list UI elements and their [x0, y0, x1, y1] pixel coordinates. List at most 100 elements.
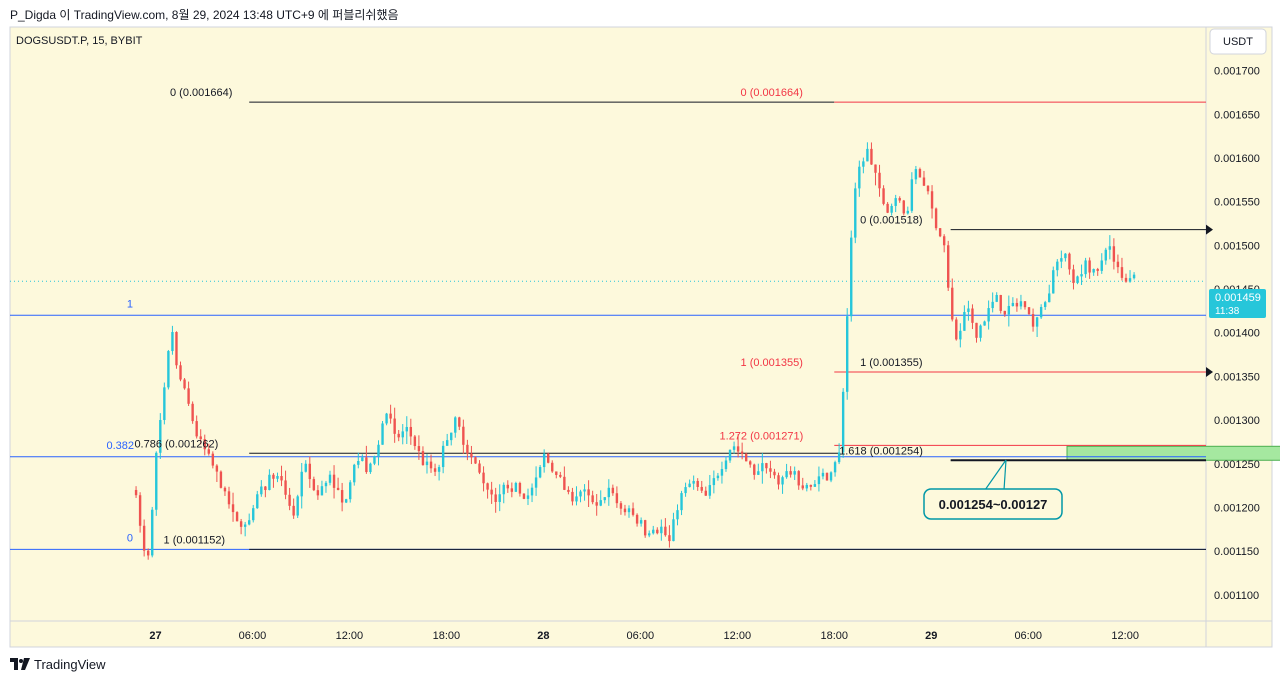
candle-body	[458, 417, 461, 427]
candle-body	[886, 203, 889, 213]
candle-body	[866, 148, 869, 162]
candle-body	[1092, 269, 1095, 273]
price-axis[interactable]: 0.001100 0.001150 0.001200 0.001250 0.001300…	[1214, 66, 1260, 602]
candle-body	[340, 490, 344, 503]
candle-body	[591, 495, 594, 503]
currency-button[interactable]: USDT	[1209, 28, 1267, 55]
publish-caption: P_Digda 이 TradingView.com, 8월 29, 2024 1…	[10, 8, 399, 22]
footer-brand-label: TradingView	[34, 656, 106, 672]
candle-body	[332, 474, 336, 488]
candle-body	[833, 462, 837, 473]
level-annotation: 1 (0.001355)	[741, 357, 803, 369]
y-tick-label: 0.001150	[1214, 546, 1259, 558]
zone-callout[interactable]: 0.001254~0.00127	[923, 459, 1063, 520]
candle-body	[138, 495, 142, 526]
candle-body	[781, 477, 784, 485]
candle-body	[603, 497, 606, 501]
candle-body	[555, 471, 558, 475]
candlestick-chart[interactable]: DOGSUSDT.P, 15, BYBIT USDT 1 0.382 0 0 (0.…	[0, 0, 1280, 650]
candle-body	[906, 210, 910, 214]
candle-body	[211, 453, 215, 466]
candles	[134, 142, 1136, 560]
candle-body	[409, 426, 413, 437]
callout-pointer-b	[1003, 459, 1007, 491]
y-tick-label: 0.001550	[1214, 197, 1260, 209]
candle-body	[635, 514, 639, 524]
candle-body	[1052, 270, 1055, 294]
candle-body	[575, 496, 578, 502]
candle-body	[1043, 302, 1047, 308]
callout-box[interactable]	[923, 488, 1063, 520]
candle-body	[1068, 253, 1071, 270]
candle-body	[538, 467, 542, 478]
candle-body	[502, 484, 505, 495]
candle-body	[942, 236, 946, 246]
candle-body	[195, 421, 198, 437]
candle-body	[813, 484, 817, 487]
candle-body	[183, 379, 186, 389]
candle-body	[1019, 301, 1023, 307]
candle-body	[1072, 269, 1075, 284]
candle-body	[393, 418, 396, 434]
y-tick-label: 0.001300	[1214, 415, 1260, 427]
x-tick-label: 06:00	[1014, 630, 1042, 642]
candle-body	[167, 351, 170, 388]
time-axis[interactable]: 27 06:00 12:00 18:00 28 06:00 12:00 18:00 29 06:0…	[149, 630, 1139, 642]
candle-body	[462, 426, 465, 445]
candle-body	[312, 479, 316, 491]
candle-body	[300, 471, 303, 497]
footer-brand[interactable]: TradingView	[10, 656, 106, 672]
candle-body	[676, 510, 679, 520]
candle-body	[983, 321, 986, 326]
candle-body	[308, 463, 312, 480]
candle-body	[862, 161, 865, 167]
fib-level-label: 0.382	[106, 440, 134, 452]
candle-body	[890, 205, 893, 213]
candle-body	[344, 499, 348, 503]
candle-body	[615, 493, 619, 504]
candle-body	[765, 463, 768, 469]
candle-body	[1108, 246, 1112, 250]
candle-body	[874, 164, 877, 173]
level-annotation: 1.618 (0.001254)	[839, 445, 923, 457]
time-axis-background	[10, 621, 1272, 647]
candle-body	[692, 480, 695, 484]
candle-body	[664, 526, 667, 536]
candle-body	[579, 491, 582, 497]
candle-body	[955, 319, 958, 340]
callout-text: 0.001254~0.00127	[939, 497, 1048, 512]
candle-body	[987, 308, 990, 322]
candle-body	[1056, 261, 1059, 271]
candle-body	[1064, 253, 1067, 259]
currency-button-frame[interactable]	[1209, 28, 1267, 55]
candle-body	[1031, 314, 1035, 327]
candle-body	[736, 446, 740, 452]
candle-body	[450, 432, 453, 441]
candle-body	[854, 188, 857, 238]
level-marker-icon	[1206, 224, 1213, 235]
chart-title: DOGSUSDT.P, 15, BYBIT	[16, 35, 143, 47]
candle-body	[587, 489, 590, 496]
candle-body	[757, 471, 760, 475]
candle-body	[1088, 260, 1091, 273]
candle-body	[397, 433, 400, 438]
candle-body	[146, 550, 150, 556]
candle-body	[134, 489, 138, 496]
candle-body	[474, 457, 477, 464]
candle-body	[377, 444, 380, 457]
candle-body	[207, 449, 210, 454]
candle-body	[999, 294, 1002, 311]
candle-body	[328, 474, 332, 483]
candle-body	[530, 487, 534, 496]
candle-body	[850, 237, 853, 317]
candle-body	[801, 485, 804, 489]
candle-body	[1076, 276, 1079, 284]
candle-body	[639, 520, 643, 524]
currency-label[interactable]: USDT	[1223, 36, 1253, 48]
candle-body	[336, 487, 340, 491]
candle-body	[902, 200, 905, 214]
plot-background	[10, 27, 1206, 621]
candle-body	[773, 471, 776, 476]
candle-body	[518, 483, 522, 494]
candle-body	[837, 452, 841, 463]
